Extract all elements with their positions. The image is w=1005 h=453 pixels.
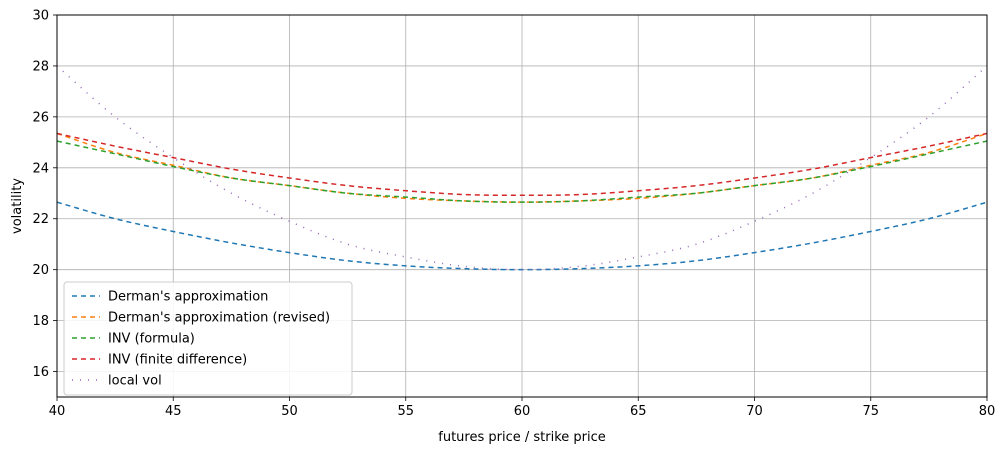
series-lines (56, 65, 988, 271)
series-line-3 (56, 132, 988, 197)
y-tick-label: 28 (32, 59, 49, 74)
x-axis: 40 45 50 55 60 65 70 75 80 (49, 397, 996, 419)
legend-label-0: Derman's approximation (108, 290, 268, 305)
y-tick-label: 30 (32, 9, 49, 24)
x-axis-label: futures price / strike price (438, 430, 606, 445)
y-tick-label: 20 (32, 263, 49, 278)
x-tick-label: 55 (397, 404, 414, 419)
legend-label-4: local vol (108, 374, 162, 389)
x-tick-label: 75 (862, 404, 879, 419)
x-tick-label: 45 (165, 404, 182, 419)
y-tick-label: 24 (32, 161, 49, 176)
x-tick-label: 50 (281, 404, 298, 419)
x-tick-label: 65 (630, 404, 647, 419)
x-tick-label: 80 (979, 404, 996, 419)
x-tick-label: 70 (746, 404, 763, 419)
y-axis-label: volatility (10, 178, 25, 234)
x-tick-label: 40 (49, 404, 66, 419)
y-tick-label: 22 (32, 212, 49, 227)
series-line-2 (56, 140, 988, 203)
y-axis: 16 18 20 22 24 26 28 30 (32, 9, 57, 380)
y-tick-label: 26 (32, 110, 49, 125)
series-line-4 (56, 65, 988, 271)
x-tick-label: 60 (514, 404, 531, 419)
y-tick-label: 18 (32, 314, 49, 329)
legend: Derman's approximation Derman's approxima… (63, 281, 353, 396)
legend-label-2: INV (formula) (108, 332, 195, 347)
y-tick-label: 16 (32, 365, 49, 380)
legend-label-3: INV (finite difference) (108, 353, 247, 368)
legend-label-1: Derman's approximation (revised) (108, 311, 330, 326)
legend-box (63, 281, 353, 396)
